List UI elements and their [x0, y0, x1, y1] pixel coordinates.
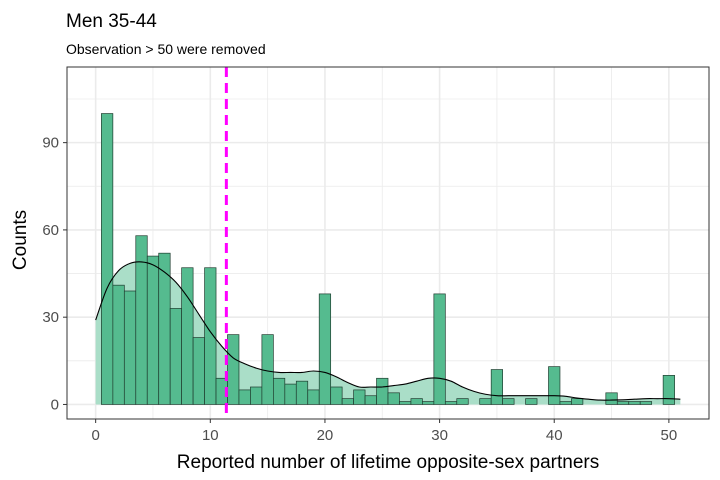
- histogram-bar: [662, 375, 675, 405]
- histogram-bar: [525, 398, 538, 405]
- histogram-bar: [238, 389, 251, 405]
- y-tick-label: 90: [42, 135, 59, 152]
- histogram-bar: [456, 398, 469, 405]
- histogram-bar: [616, 401, 630, 405]
- histogram-bar: [571, 398, 584, 405]
- histogram-bar: [112, 284, 125, 405]
- x-axis-title: Reported number of lifetime opposite-sex…: [177, 452, 599, 473]
- histogram-bar: [605, 392, 618, 405]
- histogram-bar: [227, 334, 240, 405]
- y-axis-ticks: 0 30 60 90: [42, 135, 67, 413]
- histogram-bar: [502, 398, 515, 405]
- histogram-bar: [490, 369, 503, 405]
- x-tick-label: 0: [91, 427, 99, 444]
- histogram-bar: [261, 334, 274, 405]
- histogram-bar: [559, 401, 572, 405]
- density-area-fill: [95, 261, 681, 405]
- histogram-bar: [204, 267, 217, 405]
- chart-subtitle: Observation > 50 were removed: [66, 41, 266, 57]
- histogram-bar: [307, 389, 320, 405]
- histogram-bars: [101, 113, 675, 405]
- density-curve: [95, 261, 681, 401]
- histogram-bar: [548, 366, 561, 405]
- histogram-bar: [250, 386, 263, 405]
- histogram-bar: [433, 293, 446, 405]
- histogram-bar: [192, 337, 205, 405]
- y-tick-label: 30: [42, 309, 59, 326]
- histogram-bar: [479, 398, 492, 405]
- chart-title: Men 35-44: [66, 11, 157, 32]
- histogram-bar: [284, 383, 297, 405]
- histogram-bar: [330, 386, 343, 405]
- histogram-bar: [410, 398, 423, 405]
- histogram-bar: [146, 255, 160, 405]
- histogram-bar: [639, 401, 653, 405]
- x-tick-label: 30: [431, 427, 448, 444]
- histogram-bar: [295, 380, 309, 405]
- histogram-bar: [101, 113, 114, 405]
- density-curve-line: [95, 261, 681, 401]
- histogram-bar: [353, 389, 366, 405]
- y-tick-label: 60: [42, 222, 59, 239]
- y-axis-title: Counts: [10, 210, 31, 270]
- histogram-bar: [628, 401, 641, 405]
- histogram-bar: [387, 392, 400, 405]
- density-area: [95, 261, 681, 405]
- histogram-bar: [422, 401, 435, 405]
- x-tick-label: 40: [546, 427, 563, 444]
- x-tick-label: 20: [317, 427, 334, 444]
- histogram-bar: [273, 377, 286, 405]
- histogram-bar: [135, 235, 148, 405]
- histogram-bar: [376, 377, 389, 405]
- histogram-bar: [364, 395, 377, 405]
- histogram-bar: [444, 401, 458, 405]
- y-tick-label: 0: [51, 396, 59, 413]
- histogram-bar: [169, 308, 182, 405]
- histogram-bar: [318, 293, 332, 405]
- panel-border: [66, 66, 710, 420]
- x-axis-ticks: 0 10 20 30 40 50: [91, 419, 677, 444]
- x-tick-label: 50: [661, 427, 678, 444]
- histogram-bar: [341, 398, 354, 405]
- x-tick-label: 10: [202, 427, 219, 444]
- histogram-bar: [181, 267, 194, 405]
- histogram-bar: [399, 401, 412, 405]
- histogram-bar: [123, 290, 137, 405]
